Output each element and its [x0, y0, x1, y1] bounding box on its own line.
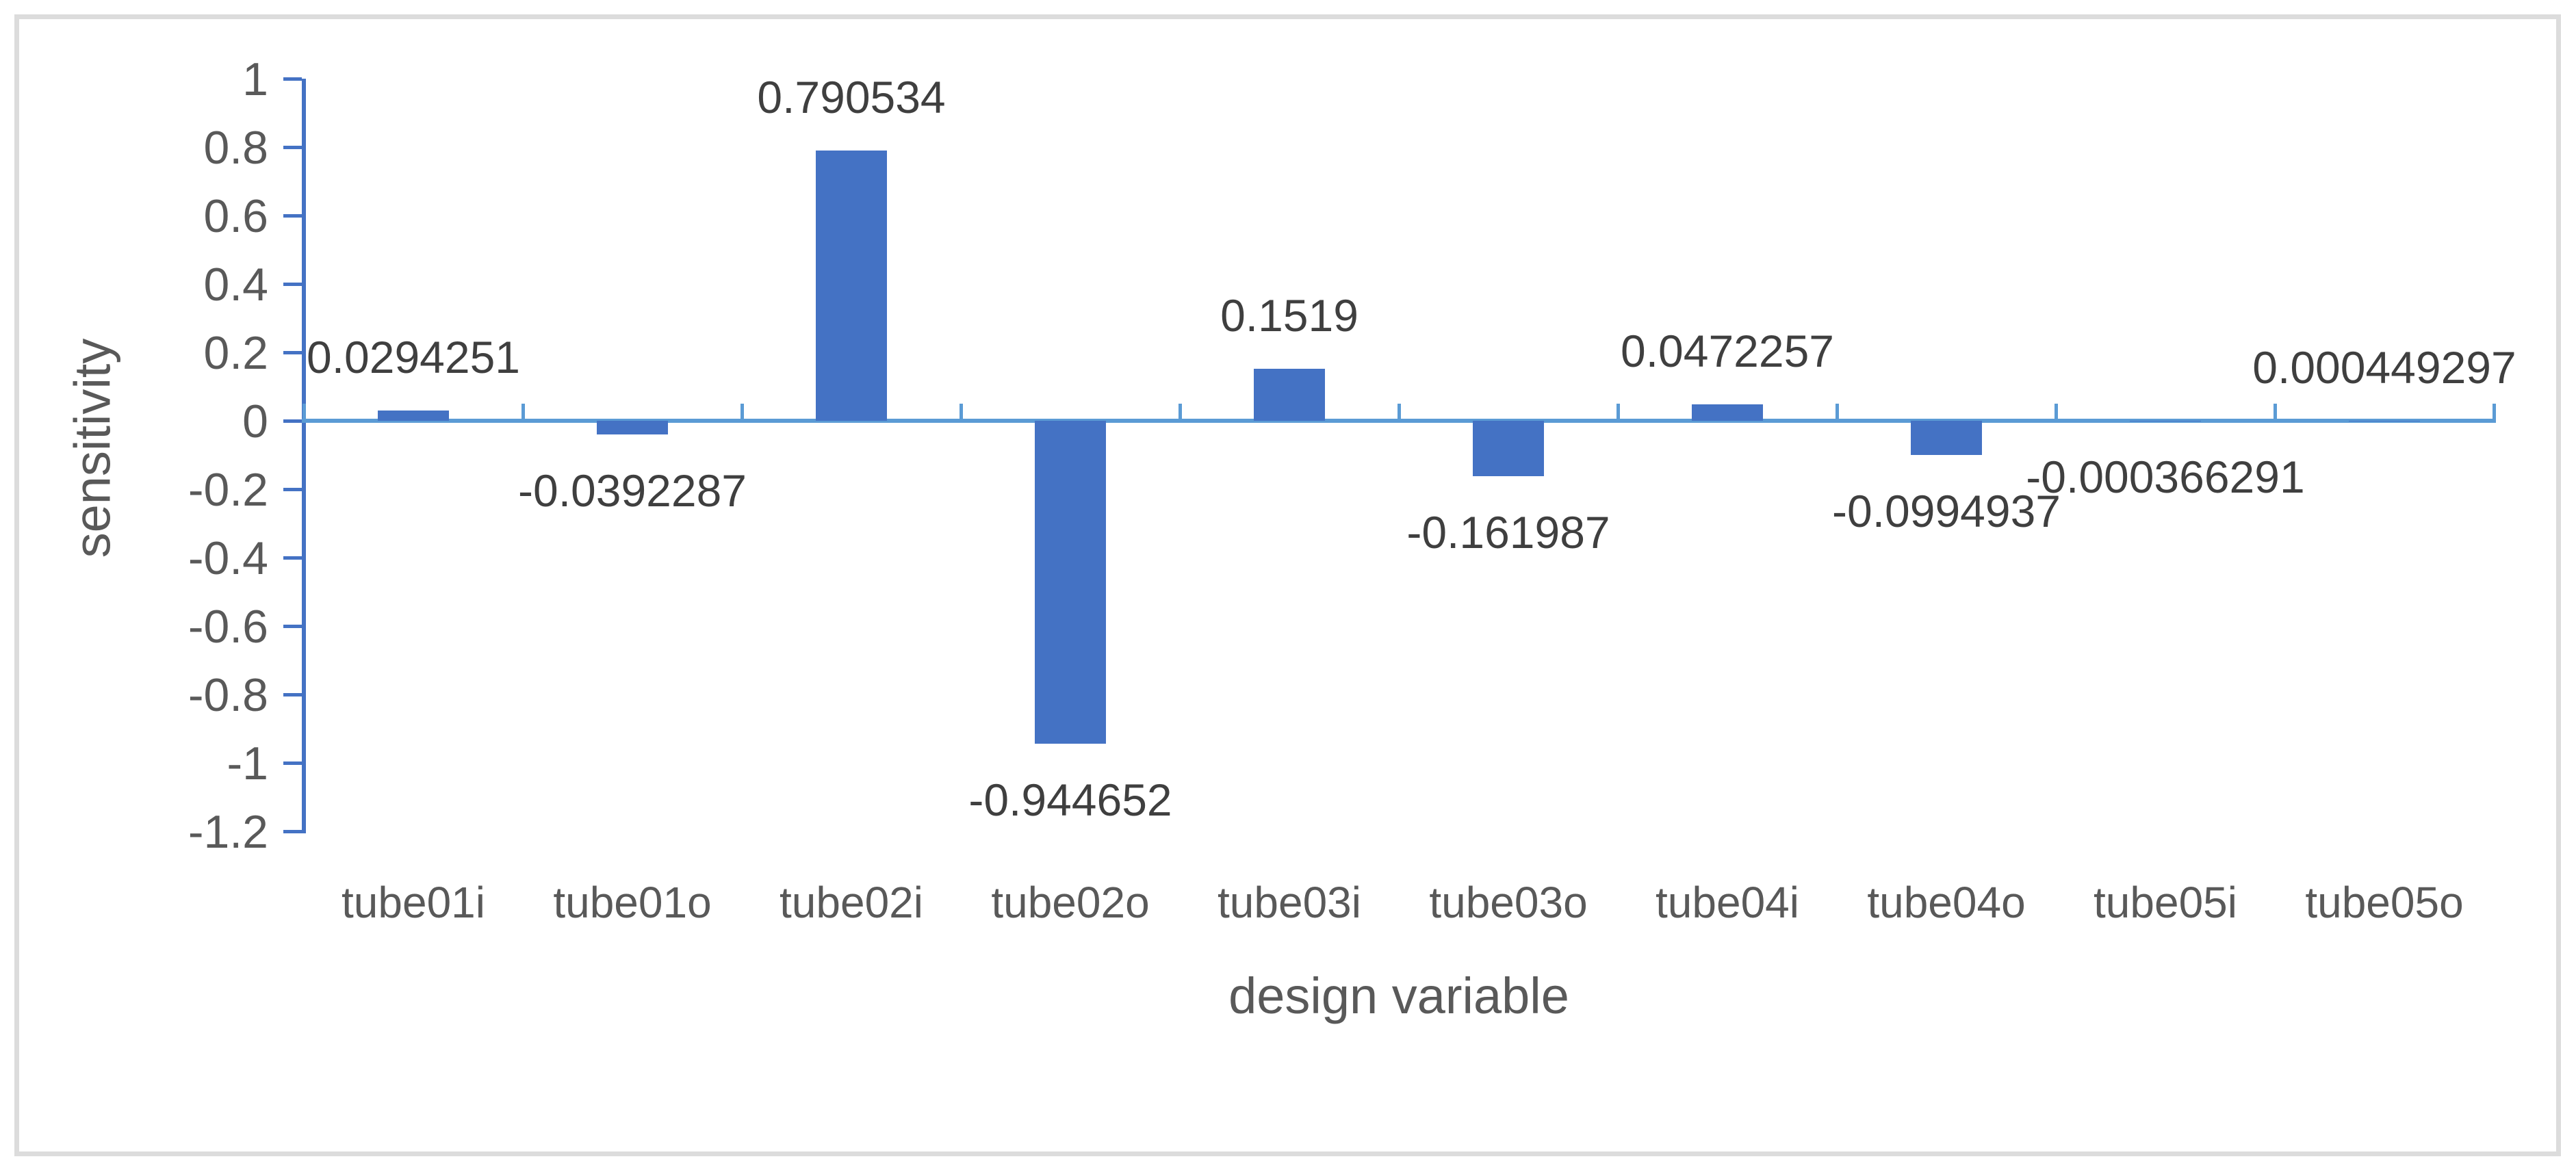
y-tick-label: -0.2 [188, 464, 268, 516]
bar-tube04i [1692, 404, 1763, 421]
x-tick-mark [740, 404, 744, 419]
x-tick-mark [959, 404, 963, 419]
x-tick-mark [521, 404, 525, 419]
y-tick-label: 0 [242, 395, 268, 447]
x-category-label-tube04i: tube04i [1656, 878, 1799, 927]
x-axis-title: design variable [1228, 967, 1569, 1024]
x-axis-line [302, 419, 2496, 423]
y-tick-label: -0.4 [188, 532, 268, 584]
y-tick-label: 1 [242, 53, 268, 105]
y-tick-mark [283, 282, 302, 286]
x-category-label-tube01o: tube01o [553, 878, 712, 927]
x-tick-mark [2054, 404, 2058, 419]
y-tick-mark [283, 624, 302, 628]
y-tick-mark [283, 213, 302, 218]
chart-border-frame [14, 14, 2561, 1156]
x-category-label-tube01i: tube01i [342, 878, 485, 927]
x-category-label-tube03i: tube03i [1218, 878, 1361, 927]
data-label-tube03o: -0.161987 [1406, 506, 1610, 558]
data-label-tube02o: -0.944652 [968, 774, 1172, 826]
x-tick-mark [1835, 404, 1839, 419]
bar-tube01i [378, 411, 449, 421]
y-tick-label: 0.6 [203, 190, 268, 242]
y-tick-mark [283, 692, 302, 696]
bar-tube02o [1035, 421, 1106, 744]
y-tick-label: -0.8 [188, 669, 268, 721]
bar-tube03o [1473, 421, 1544, 476]
x-tick-mark [2273, 404, 2277, 419]
x-category-label-tube04o: tube04o [1867, 878, 2026, 927]
data-label-tube03i: 0.1519 [1220, 290, 1358, 341]
y-tick-mark [283, 145, 302, 149]
y-axis-title: sensitivity [64, 338, 121, 558]
x-tick-mark [1397, 404, 1401, 419]
bar-tube02i [816, 150, 887, 421]
x-tick-mark [302, 404, 306, 419]
y-tick-label: 0.8 [203, 122, 268, 174]
x-tick-mark [2492, 404, 2496, 419]
data-label-tube05o: 0.000449297 [2252, 341, 2516, 393]
bar-tube04o [1911, 421, 1982, 455]
bar-tube03i [1254, 369, 1325, 421]
data-label-tube04i: 0.0472257 [1621, 326, 1834, 377]
y-tick-label: -1 [227, 738, 268, 790]
y-tick-label: 0.2 [203, 327, 268, 379]
data-label-tube01i: 0.0294251 [307, 332, 520, 383]
y-tick-mark [283, 829, 302, 833]
x-tick-mark [1616, 404, 1620, 419]
data-label-tube02i: 0.790534 [757, 71, 946, 122]
x-category-label-tube02o: tube02o [991, 878, 1150, 927]
x-category-label-tube03o: tube03o [1429, 878, 1588, 927]
y-axis-line [302, 79, 306, 833]
x-tick-mark [1178, 404, 1182, 419]
y-tick-mark [283, 556, 302, 560]
bar-tube01o [597, 421, 668, 434]
y-tick-mark [283, 487, 302, 491]
data-label-tube04o: -0.0994937 [1832, 485, 2061, 536]
y-tick-mark [283, 77, 302, 81]
x-category-label-tube05i: tube05i [2094, 878, 2237, 927]
data-label-tube01o: -0.0392287 [518, 465, 747, 516]
y-tick-mark [283, 419, 302, 423]
y-tick-mark [283, 761, 302, 765]
y-tick-mark [283, 350, 302, 354]
x-category-label-tube05o: tube05o [2305, 878, 2464, 927]
y-tick-label: -1.2 [188, 806, 268, 858]
x-category-label-tube02i: tube02i [780, 878, 923, 927]
y-tick-label: -0.6 [188, 601, 268, 653]
y-tick-label: 0.4 [203, 259, 268, 311]
data-label-tube05i: -0.000366291 [2026, 452, 2305, 503]
